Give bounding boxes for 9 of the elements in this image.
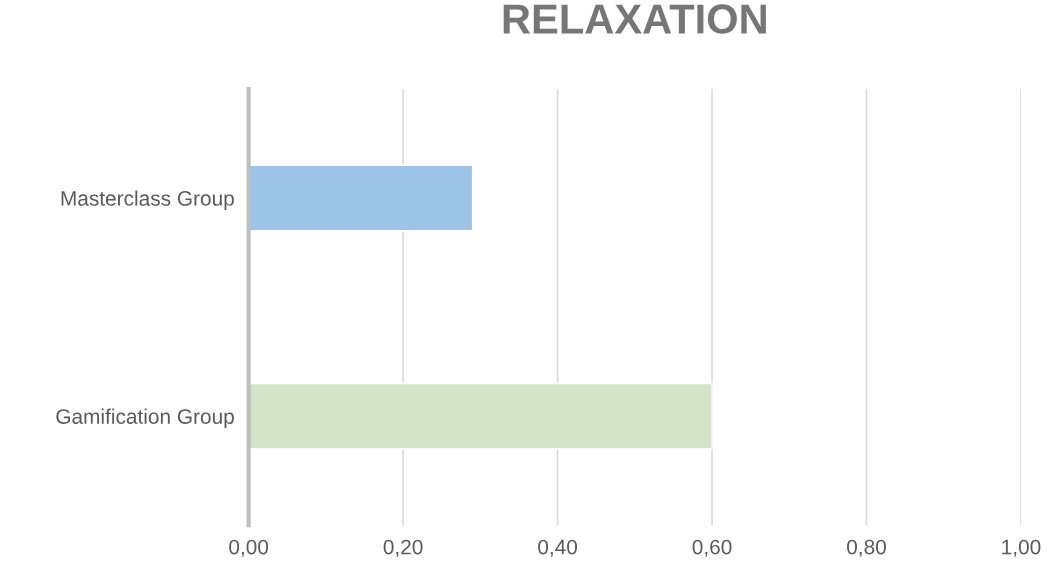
chart-title: RELAXATION	[503, 4, 766, 34]
x-tick-label: 0,60	[692, 539, 732, 557]
x-tick-label: 0,20	[383, 539, 423, 557]
x-tick-label: 0,40	[538, 539, 578, 557]
x-tick-label: 0,00	[229, 539, 269, 557]
x-tick-label: 0,80	[847, 539, 886, 557]
y-tick-label: Gamification Group	[56, 408, 234, 429]
y-tick-label: Masterclass Group	[61, 190, 234, 210]
x-tick-label: 1,00	[1002, 539, 1041, 557]
